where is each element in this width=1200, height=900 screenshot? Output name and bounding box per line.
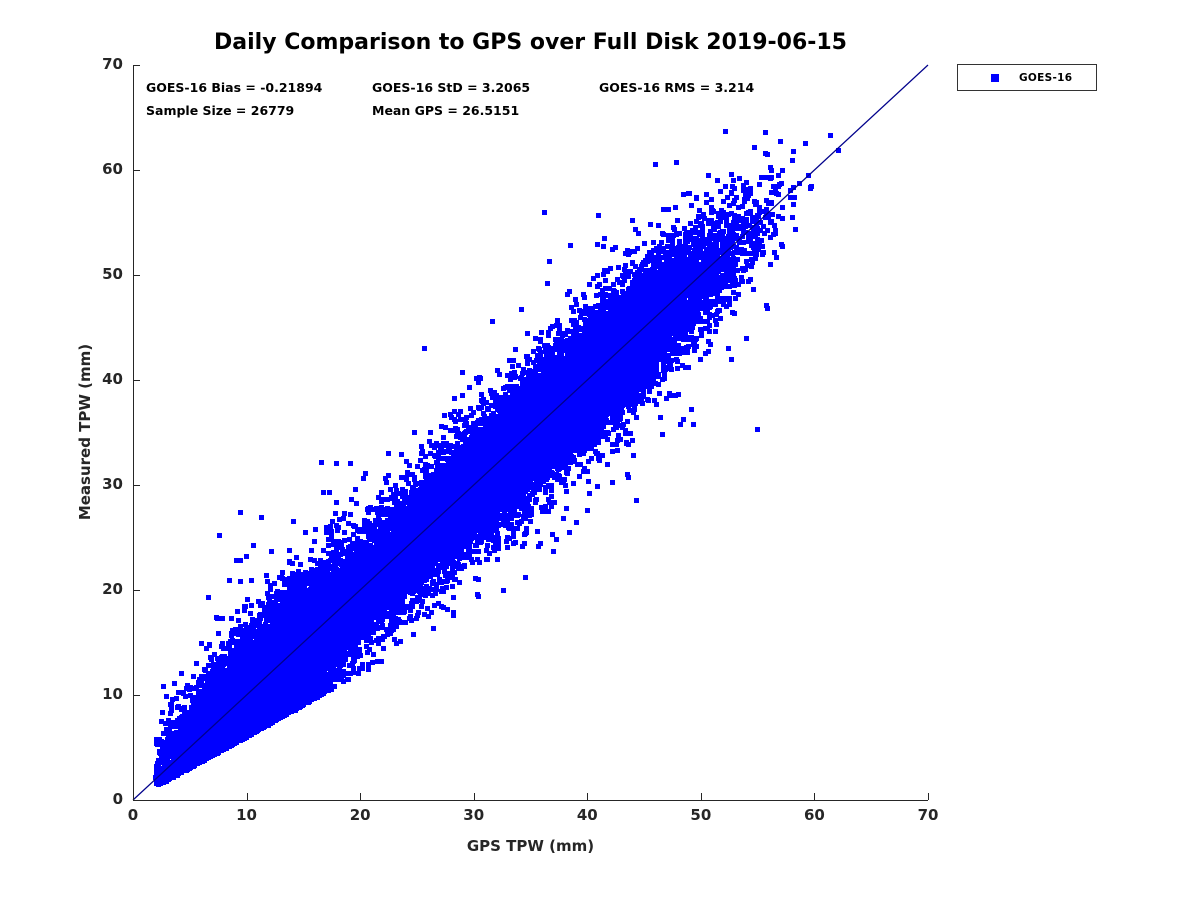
y-tick-label: 50 xyxy=(102,265,123,283)
x-axis-label: GPS TPW (mm) xyxy=(466,837,595,855)
stat-mean-gps: Mean GPS = 26.5151 xyxy=(372,103,520,118)
stat-std: GOES-16 StD = 3.2065 xyxy=(372,80,531,95)
x-tick-label: 20 xyxy=(349,806,371,824)
y-axis-label: Measured TPW (mm) xyxy=(76,343,94,521)
y-tick-label: 70 xyxy=(102,55,123,73)
x-tick-label: 50 xyxy=(690,806,712,824)
stat-sample-size: Sample Size = 26779 xyxy=(146,103,295,118)
y-tick-label: 0 xyxy=(112,790,123,808)
y-tick-label: 60 xyxy=(102,160,123,178)
x-tick-label: 40 xyxy=(576,806,598,824)
x-tick-label: 0 xyxy=(127,806,139,824)
y-tick-label: 10 xyxy=(102,685,123,703)
y-tick-label: 20 xyxy=(102,580,123,598)
y-tick-label: 30 xyxy=(102,475,123,493)
stat-bias: GOES-16 Bias = -0.21894 xyxy=(146,80,323,95)
x-tick-label: 30 xyxy=(463,806,485,824)
x-tick-label: 60 xyxy=(803,806,825,824)
legend-label: GOES-16 xyxy=(1019,71,1073,84)
x-tick-label: 70 xyxy=(917,806,939,824)
legend-marker-square-icon xyxy=(991,73,999,82)
chart-title: Daily Comparison to GPS over Full Disk 2… xyxy=(214,30,847,55)
y-tick-label: 40 xyxy=(102,370,123,388)
legend: GOES-16 xyxy=(957,64,1097,91)
x-tick-label: 10 xyxy=(236,806,257,824)
stat-rms: GOES-16 RMS = 3.214 xyxy=(599,80,755,95)
